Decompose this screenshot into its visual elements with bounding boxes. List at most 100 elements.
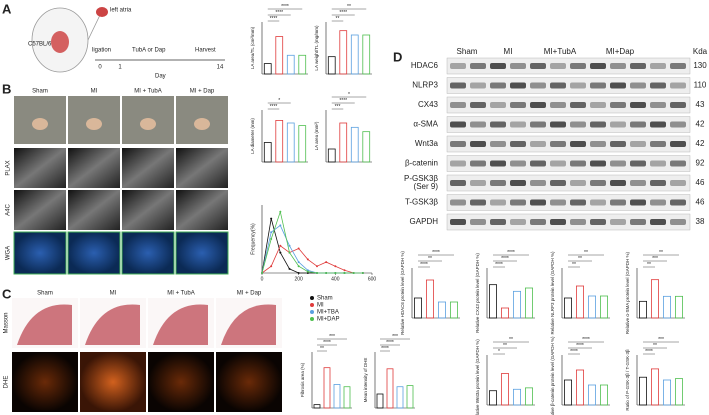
- row-label: Masson: [4, 312, 10, 333]
- bar: [564, 297, 573, 319]
- tissue: [153, 304, 208, 345]
- significance: ***: [335, 104, 341, 110]
- bar: [500, 307, 509, 319]
- y-axis-label: Fibrosis area (%): [300, 362, 305, 397]
- dhe-image: [216, 352, 282, 412]
- panel-label: B: [2, 81, 11, 96]
- band: [490, 141, 506, 147]
- group-label: MI: [91, 89, 98, 95]
- band: [450, 199, 466, 206]
- band: [570, 199, 586, 206]
- blot-label: HDAC6: [411, 61, 439, 70]
- wga-image: [121, 231, 175, 275]
- point: [270, 265, 273, 268]
- echo-image: [176, 148, 228, 188]
- group-label: MI + TubA: [167, 291, 195, 297]
- band: [650, 102, 666, 108]
- y-axis-label: Relative Wnt3a protein level (GAPDH %): [475, 339, 480, 415]
- significance: *: [498, 349, 500, 355]
- blot-label: (Ser 9): [414, 182, 439, 191]
- point: [325, 261, 328, 264]
- band: [670, 63, 686, 69]
- band: [650, 180, 666, 186]
- blot-strip: [446, 96, 691, 114]
- bar: [413, 297, 422, 319]
- blot-strip: [446, 57, 691, 75]
- echo-image: [176, 190, 228, 230]
- line-series: [261, 210, 363, 274]
- band: [630, 199, 646, 206]
- band: [530, 102, 546, 108]
- atrium: [194, 118, 210, 130]
- blot-strip: [446, 116, 691, 133]
- atrium: [32, 118, 48, 130]
- bar: [323, 367, 331, 409]
- day: 14: [217, 65, 224, 71]
- significance: ****: [495, 262, 503, 268]
- band: [490, 219, 506, 225]
- band: [450, 141, 466, 147]
- significance: ****: [386, 340, 394, 346]
- group-label: MI + TubA: [134, 89, 162, 95]
- row-label: DHE: [4, 376, 10, 389]
- strain: C57BL/6: [28, 42, 52, 48]
- significance: ***: [658, 337, 664, 343]
- band: [450, 102, 466, 108]
- y-axis-label: Ratio of P-GSK-3β / T-GSK-3β: [625, 349, 630, 411]
- blot-group: MI: [504, 47, 513, 56]
- band: [470, 141, 486, 147]
- significance: **: [572, 262, 576, 268]
- point: [361, 272, 364, 274]
- band: [550, 102, 566, 108]
- band: [570, 141, 586, 147]
- x-tick-label: 400: [331, 276, 340, 282]
- y-axis-label: Frequency(%): [250, 223, 256, 255]
- band: [670, 141, 686, 147]
- atrium: [140, 118, 156, 130]
- bar: [333, 384, 341, 409]
- significance: **: [647, 262, 651, 268]
- band: [530, 160, 546, 167]
- band: [530, 180, 546, 186]
- kda: 43: [696, 100, 705, 109]
- band: [570, 160, 586, 167]
- blot-label: NLRP3: [412, 81, 438, 90]
- blot-group: Sham: [457, 47, 478, 56]
- bar: [343, 386, 351, 409]
- point: [306, 270, 309, 273]
- significance: **: [578, 256, 582, 262]
- day: 1: [118, 65, 122, 71]
- significance: ****: [323, 340, 331, 346]
- row-label: WGA: [6, 246, 12, 260]
- echo-image: [14, 190, 66, 230]
- band: [510, 82, 526, 89]
- significance: ****: [339, 98, 347, 104]
- x-tick-label: 200: [294, 276, 303, 282]
- significance: **: [320, 346, 324, 352]
- bar: [564, 379, 573, 406]
- bar: [651, 279, 660, 319]
- band: [510, 180, 526, 186]
- wga-image: [175, 231, 229, 275]
- significance: *: [278, 98, 280, 104]
- legend-label: MI: [317, 303, 324, 309]
- blot-strip: [446, 77, 691, 94]
- band: [650, 199, 666, 206]
- blot-label: Wnt3a: [415, 139, 439, 148]
- significance: **: [509, 337, 513, 343]
- blot-label: GAPDH: [410, 217, 439, 226]
- harvest: Harvest: [195, 48, 216, 54]
- echo-image: [122, 148, 174, 188]
- significance: ****: [270, 104, 278, 110]
- significance: **: [503, 343, 507, 349]
- line-series: [261, 218, 363, 274]
- significance: ****: [570, 349, 578, 355]
- significance: ****: [576, 343, 584, 349]
- significance: **: [428, 256, 432, 262]
- panel-label: A: [2, 1, 12, 16]
- band: [490, 63, 506, 69]
- band: [550, 199, 566, 206]
- x-tick-label: 600: [368, 276, 377, 282]
- band: [670, 180, 686, 186]
